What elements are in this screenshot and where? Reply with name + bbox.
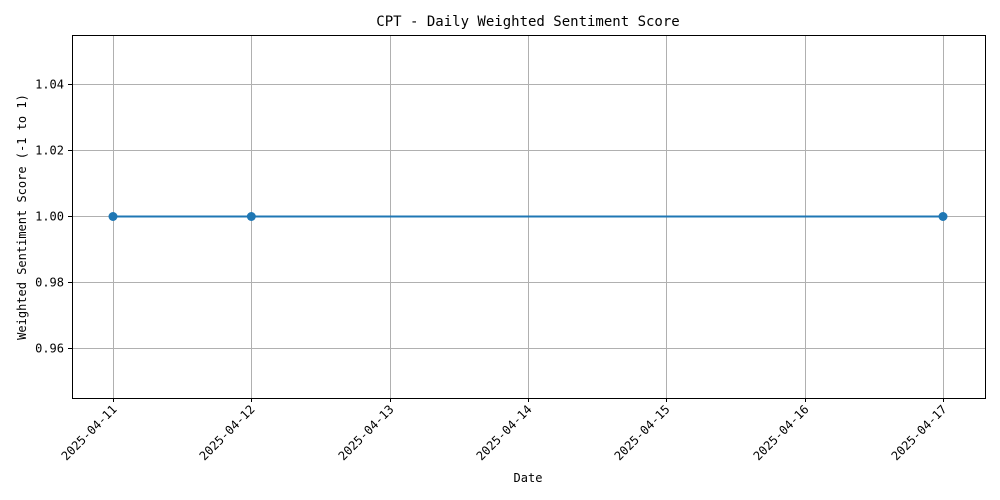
y-axis-label: Weighted Sentiment Score (-1 to 1) (15, 94, 29, 340)
chart-title: CPT - Daily Weighted Sentiment Score (376, 14, 679, 30)
y-axis-ticks: 0.96 0.98 1.00 1.02 1.04 (35, 78, 72, 356)
data-point (108, 212, 118, 221)
y-tick-label: 1.02 (35, 144, 64, 158)
y-tick-label: 1.04 (35, 78, 64, 92)
y-tick-label: 1.00 (35, 210, 64, 224)
y-tick-label: 0.96 (35, 342, 64, 356)
data-point (246, 212, 256, 221)
y-tick-label: 0.98 (35, 276, 64, 290)
series-layer (108, 212, 948, 221)
data-point (938, 212, 948, 221)
x-axis-label: Date (514, 471, 543, 485)
